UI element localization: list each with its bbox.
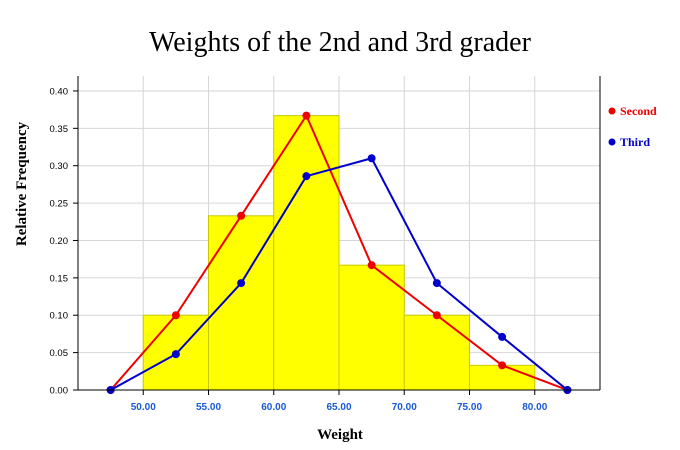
- y-tick-label: 0.10: [50, 311, 69, 322]
- y-tick-label: 0.15: [50, 273, 69, 284]
- x-tick-label: 55.00: [196, 402, 221, 413]
- legend-marker-third: [608, 138, 616, 146]
- x-tick-label: 80.00: [522, 402, 547, 413]
- data-point-third: [302, 172, 311, 181]
- axis-ticks: 0.00 0.05 0.10 0.15 0.20 0.25 0.30 0.35 0.40 50.0…: [50, 86, 548, 413]
- histogram-bars: [142, 115, 536, 391]
- legend-label-third: Third: [620, 135, 650, 149]
- data-point-third: [367, 154, 376, 163]
- y-axis-title: Relative Frequency: [14, 121, 30, 246]
- data-point-second: [432, 311, 441, 320]
- x-tick-label: 70.00: [392, 402, 417, 413]
- data-point-third: [237, 279, 246, 288]
- y-tick-label: 0.05: [50, 348, 69, 359]
- data-point-second: [302, 111, 311, 120]
- data-point-second: [367, 261, 376, 270]
- y-tick-label: 0.40: [50, 86, 69, 97]
- x-tick-label: 75.00: [457, 402, 482, 413]
- data-point-third: [171, 350, 180, 359]
- y-tick-label: 0.20: [50, 236, 69, 247]
- x-tick-label: 60.00: [261, 402, 286, 413]
- x-tick-label: 65.00: [326, 402, 351, 413]
- histogram-bar: [208, 215, 275, 391]
- data-point-second: [171, 311, 180, 320]
- x-tick-label: 50.00: [131, 402, 156, 413]
- data-point-third: [498, 332, 507, 341]
- y-tick-label: 0.30: [50, 161, 69, 172]
- histogram-bar: [273, 115, 340, 391]
- data-point-third: [432, 279, 441, 288]
- histogram-bar: [403, 314, 470, 391]
- y-tick-label: 0.00: [50, 386, 69, 397]
- legend-marker-second: [608, 107, 616, 115]
- data-point-second: [237, 211, 246, 220]
- series-line-third: [110, 157, 569, 391]
- y-tick-label: 0.25: [50, 199, 69, 210]
- series-line-second: [109, 114, 568, 391]
- frequency-polygons: [106, 111, 572, 394]
- y-tick-label: 0.35: [50, 124, 69, 135]
- x-axis-title: Weight: [317, 427, 363, 443]
- chart-title: Weights of the 2nd and 3rd grader: [149, 27, 532, 58]
- chart-legend: Second Third: [608, 104, 657, 149]
- data-point-second: [498, 361, 507, 370]
- legend-label-second: Second: [620, 104, 657, 118]
